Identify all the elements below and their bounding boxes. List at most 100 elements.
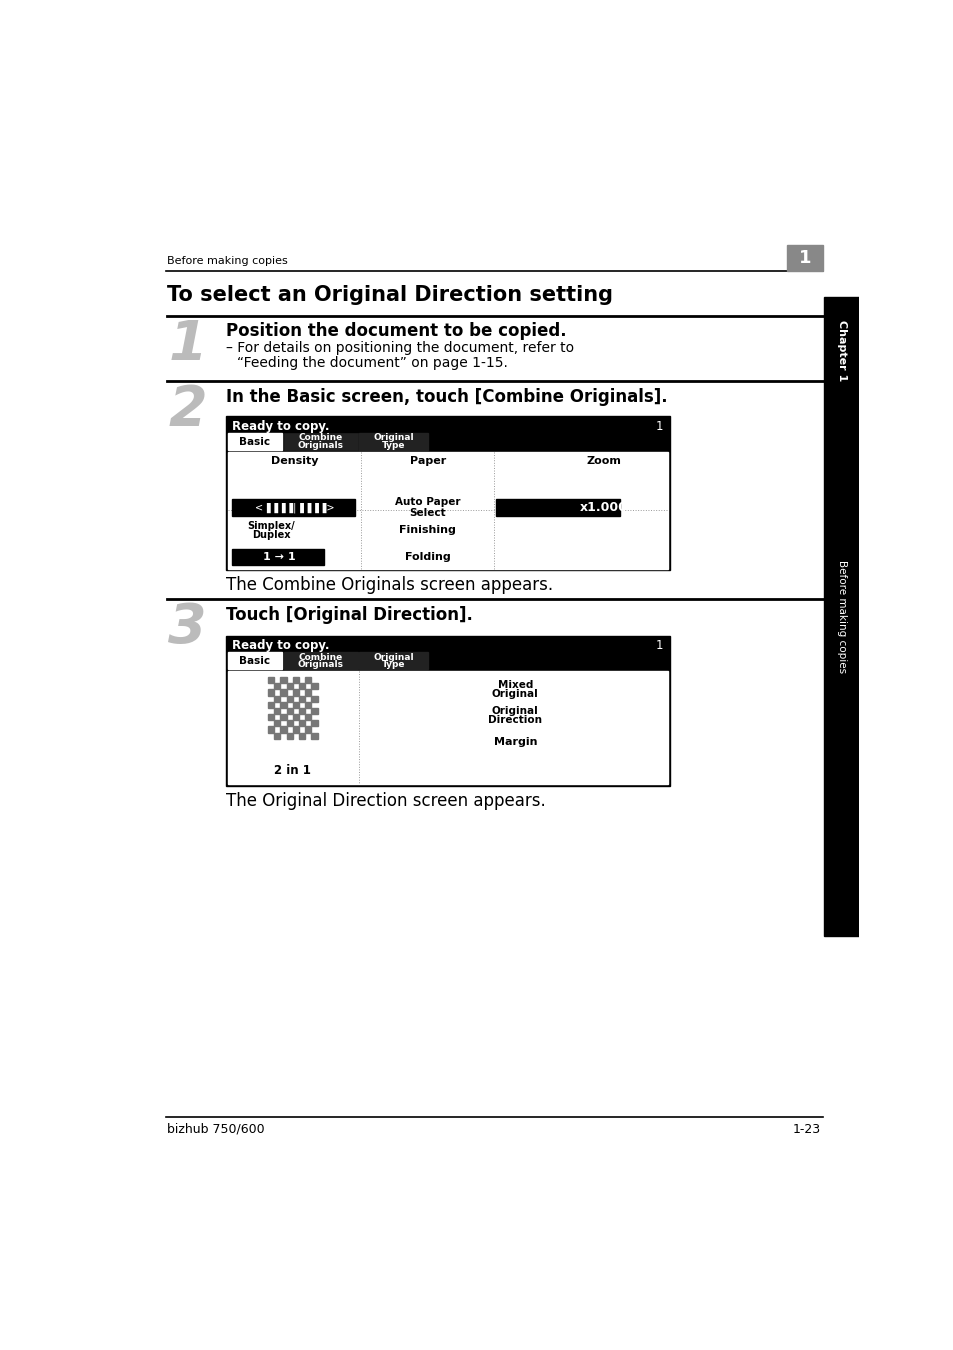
Bar	[274, 721, 280, 726]
Bar	[293, 726, 298, 733]
Bar	[286, 733, 293, 738]
Bar	[359, 433, 427, 450]
Bar	[268, 678, 274, 683]
Text: Basic: Basic	[239, 436, 270, 447]
Text: Density: Density	[271, 456, 317, 466]
Text: 2: 2	[168, 383, 207, 437]
Text: Originals: Originals	[297, 660, 343, 670]
Text: Basic: Basic	[239, 656, 270, 666]
Bar	[823, 297, 858, 936]
Bar	[241, 761, 342, 779]
Bar	[305, 714, 311, 721]
Bar	[298, 733, 305, 738]
Bar	[359, 652, 427, 670]
Bar	[293, 690, 298, 695]
Bar	[286, 695, 293, 702]
Bar	[293, 702, 298, 707]
Bar	[228, 671, 667, 784]
Bar	[298, 707, 305, 714]
Text: 1-23: 1-23	[792, 1123, 820, 1135]
Bar	[228, 433, 282, 450]
Bar	[274, 695, 280, 702]
Text: 1: 1	[655, 420, 662, 433]
Bar	[280, 702, 286, 707]
Bar	[286, 721, 293, 726]
Text: Ready to copy.: Ready to copy.	[233, 420, 330, 433]
Bar	[233, 548, 323, 566]
Bar	[268, 714, 274, 721]
Text: x1.000: x1.000	[579, 501, 627, 514]
Text: Before making copies: Before making copies	[836, 560, 845, 672]
Text: “Feeding the document” on page 1-15.: “Feeding the document” on page 1-15.	[236, 356, 507, 370]
Text: Paper: Paper	[409, 456, 445, 466]
Text: 1 → 1: 1 → 1	[262, 552, 294, 562]
Text: Original: Original	[492, 706, 538, 716]
Bar	[268, 726, 274, 733]
Text: The Original Direction screen appears.: The Original Direction screen appears.	[226, 792, 545, 810]
Bar	[298, 683, 305, 690]
Text: Direction: Direction	[488, 716, 541, 725]
Text: Auto Paper: Auto Paper	[395, 497, 460, 508]
Text: Originals: Originals	[297, 441, 343, 450]
Text: Zoom: Zoom	[585, 456, 620, 466]
Text: 1: 1	[168, 317, 207, 371]
Text: Original: Original	[373, 433, 414, 443]
Text: Ready to copy.: Ready to copy.	[233, 640, 330, 652]
Bar	[305, 726, 311, 733]
Text: 3: 3	[168, 601, 207, 655]
Bar	[280, 690, 286, 695]
Text: Position the document to be copied.: Position the document to be copied.	[226, 323, 566, 340]
Text: 1: 1	[798, 250, 810, 267]
Bar	[286, 707, 293, 714]
Text: Mixed: Mixed	[497, 680, 533, 690]
Text: bizhub 750/600: bizhub 750/600	[167, 1123, 265, 1135]
Bar	[311, 707, 317, 714]
Text: Simplex/: Simplex/	[247, 521, 294, 531]
Text: Finishing: Finishing	[399, 525, 456, 536]
Bar	[226, 416, 669, 570]
Bar	[280, 714, 286, 721]
Bar	[298, 695, 305, 702]
Text: Select: Select	[409, 508, 446, 518]
Text: <▐▐▐▐|▐▐▐▐>: <▐▐▐▐|▐▐▐▐>	[254, 502, 334, 513]
Text: 1: 1	[655, 640, 662, 652]
Text: In the Basic screen, touch [Combine Originals].: In the Basic screen, touch [Combine Orig…	[226, 387, 667, 405]
Bar	[274, 683, 280, 690]
Bar	[365, 732, 664, 752]
Text: Original: Original	[492, 688, 538, 699]
Bar	[283, 433, 357, 450]
Text: Duplex: Duplex	[252, 531, 290, 540]
Bar	[268, 678, 319, 738]
Bar	[280, 678, 286, 683]
Bar	[280, 726, 286, 733]
Text: Folding: Folding	[404, 552, 450, 562]
Bar	[496, 500, 619, 516]
Bar	[311, 733, 317, 738]
Text: 2 in 1: 2 in 1	[274, 764, 310, 776]
Text: – For details on positioning the document, refer to: – For details on positioning the documen…	[226, 340, 574, 355]
Bar	[365, 679, 664, 701]
Bar	[311, 721, 317, 726]
Bar	[305, 702, 311, 707]
Bar	[305, 678, 311, 683]
Text: Combine: Combine	[298, 652, 342, 662]
Bar	[311, 695, 317, 702]
Text: Before making copies: Before making copies	[167, 255, 288, 266]
Text: Type: Type	[381, 660, 405, 670]
Bar	[226, 636, 669, 786]
Bar	[293, 678, 298, 683]
Bar	[286, 683, 293, 690]
Bar	[228, 652, 282, 670]
Text: Type: Type	[381, 441, 405, 450]
Bar	[786, 246, 822, 271]
Bar	[293, 714, 298, 721]
Bar	[268, 690, 274, 695]
Bar	[233, 500, 355, 516]
Bar	[365, 705, 664, 726]
Bar	[268, 702, 274, 707]
Text: Margin: Margin	[493, 737, 537, 747]
Text: Touch [Original Direction].: Touch [Original Direction].	[226, 606, 473, 624]
Bar	[283, 652, 357, 670]
Text: To select an Original Direction setting: To select an Original Direction setting	[167, 285, 613, 305]
Text: The Combine Originals screen appears.: The Combine Originals screen appears.	[226, 576, 553, 594]
